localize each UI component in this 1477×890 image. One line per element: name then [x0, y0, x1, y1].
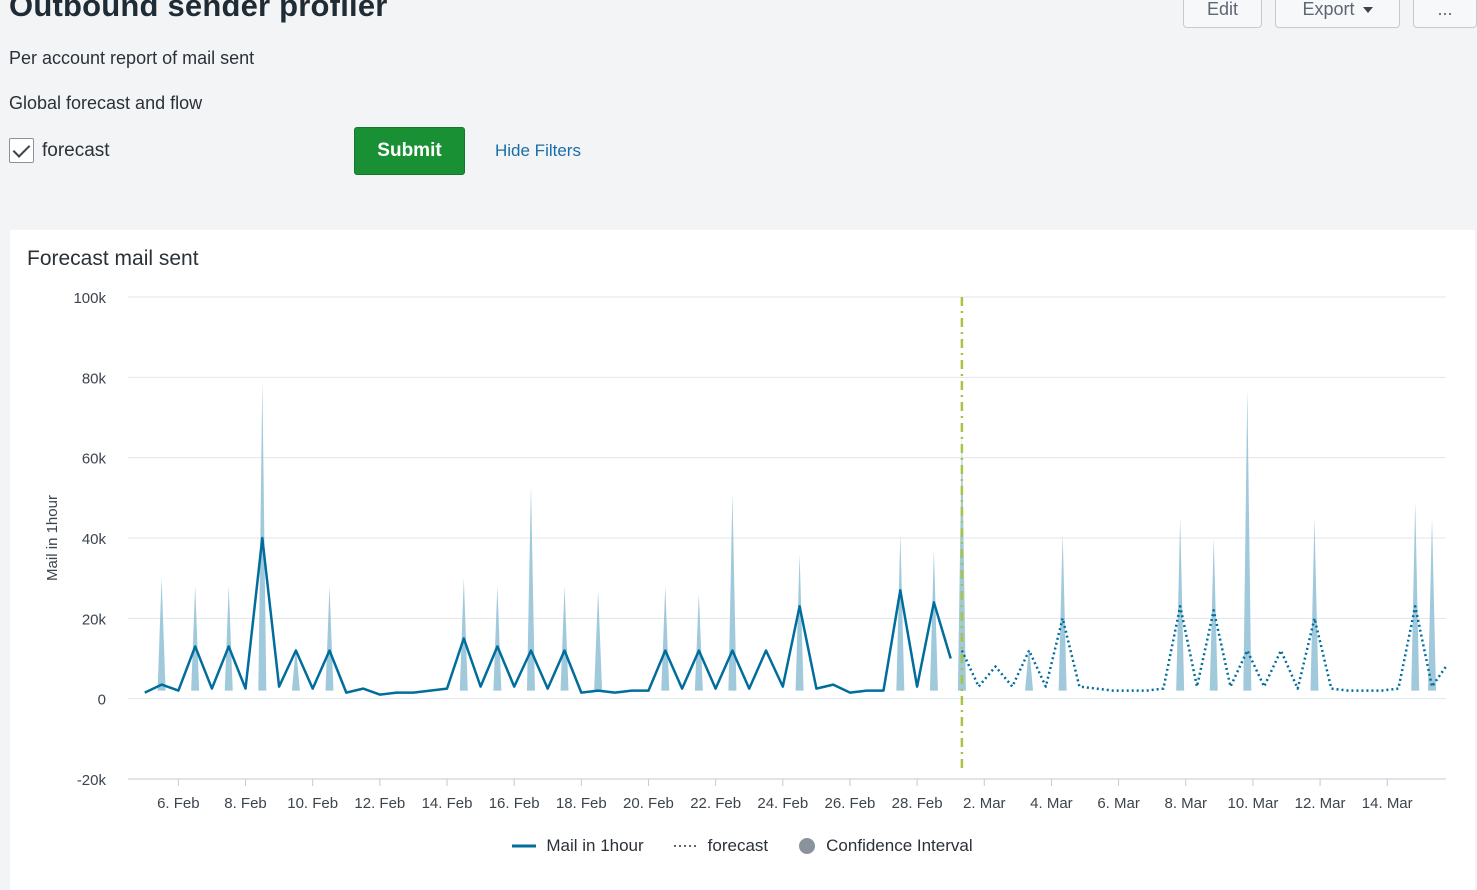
- y-tick-label: 40k: [82, 531, 107, 548]
- x-tick-label: 10. Feb: [287, 795, 338, 812]
- confidence-interval-band: [459, 578, 468, 691]
- confidence-interval-band: [1310, 517, 1319, 691]
- chart-title: Forecast mail sent: [27, 247, 199, 270]
- confidence-interval-band: [1243, 389, 1252, 691]
- y-tick-label: 80k: [82, 370, 107, 387]
- y-tick-label: 0: [98, 692, 106, 709]
- submit-button[interactable]: Submit: [354, 127, 465, 175]
- page-description: Per account report of mail sent: [9, 48, 255, 68]
- confidence-interval-band: [224, 586, 233, 691]
- x-tick-label: 14. Mar: [1362, 795, 1413, 812]
- x-tick-label: 8. Feb: [224, 795, 267, 812]
- confidence-interval-band: [661, 586, 670, 691]
- x-tick-label: 20. Feb: [623, 795, 674, 812]
- confidence-interval-band: [526, 485, 535, 691]
- y-axis-label: Mail in 1hour: [44, 495, 61, 581]
- legend-item-forecast[interactable]: forecast: [673, 836, 769, 856]
- confidence-interval-band: [560, 586, 569, 691]
- confidence-interval-band: [291, 646, 300, 691]
- x-tick-label: 4. Mar: [1030, 795, 1073, 812]
- mail-series-line: [144, 536, 952, 696]
- forecast-series-line: [960, 605, 1448, 692]
- legend-item-confidence[interactable]: Confidence Interval: [798, 836, 973, 856]
- legend-label: Mail in 1hour: [546, 836, 644, 855]
- confidence-interval-band: [1058, 533, 1067, 691]
- x-tick-label: 16. Feb: [489, 795, 540, 812]
- confidence-interval-band: [1209, 538, 1218, 691]
- confidence-interval-band: [1176, 517, 1185, 691]
- confidence-interval-band: [594, 590, 603, 691]
- edit-button[interactable]: Edit: [1183, 0, 1262, 28]
- more-actions-label: ...: [1437, 0, 1453, 19]
- export-button-label: Export: [1302, 0, 1355, 19]
- legend-label: forecast: [707, 836, 769, 855]
- legend-label: Confidence Interval: [826, 836, 973, 855]
- confidence-interval-band: [1411, 501, 1420, 691]
- confidence-interval-band: [957, 429, 966, 691]
- filter-section-label: Global forecast and flow: [9, 93, 203, 113]
- x-tick-label: 6. Mar: [1097, 795, 1140, 812]
- forecast-checkbox[interactable]: [9, 138, 34, 163]
- circle-icon: [799, 838, 816, 854]
- forecast-checkbox-label[interactable]: forecast: [42, 139, 110, 161]
- legend-item-mail[interactable]: Mail in 1hour: [512, 836, 644, 856]
- x-tick-label: 2. Mar: [963, 795, 1006, 812]
- confidence-interval-band: [929, 550, 938, 691]
- confidence-interval-band: [325, 586, 334, 691]
- chart-legend: Mail in 1hour forecast Confidence Interv…: [10, 836, 1475, 856]
- x-tick-label: 24. Feb: [757, 795, 808, 812]
- caret-down-icon: [1362, 7, 1373, 13]
- y-tick-label: 60k: [82, 451, 107, 468]
- confidence-interval-band: [191, 586, 200, 691]
- solid-line-icon: [512, 844, 537, 848]
- x-tick-label: 28. Feb: [892, 795, 943, 812]
- x-tick-label: 12. Mar: [1295, 795, 1346, 812]
- page-title: Outbound sender profiler: [9, 0, 388, 23]
- export-button[interactable]: Export: [1275, 0, 1400, 28]
- dotted-line-icon: [673, 845, 698, 847]
- y-tick-label: -20k: [77, 772, 107, 789]
- confidence-interval-band: [157, 578, 166, 691]
- more-actions-button[interactable]: ...: [1413, 0, 1477, 28]
- edit-button-label: Edit: [1206, 0, 1239, 19]
- forecast-checkbox-field[interactable]: forecast: [9, 138, 110, 163]
- confidence-interval-band: [795, 554, 804, 691]
- x-tick-label: 12. Feb: [354, 795, 405, 812]
- confidence-interval-band: [728, 493, 737, 691]
- confidence-interval-band: [896, 533, 905, 691]
- forecast-chart[interactable]: 100k 80k 60k 40k 20k 0 -20k 6. Feb 8. Feb 10. Feb…: [10, 230, 1475, 830]
- confidence-interval-band: [1025, 646, 1034, 691]
- confidence-interval-band: [493, 586, 502, 691]
- x-tick-label: 6. Feb: [157, 795, 200, 812]
- x-tick-label: 26. Feb: [825, 795, 876, 812]
- x-tick-label: 18. Feb: [556, 795, 607, 812]
- confidence-interval-band: [258, 381, 267, 691]
- confidence-interval-band: [694, 594, 703, 691]
- confidence-interval-band: [1428, 517, 1437, 691]
- x-tick-label: 8. Mar: [1165, 795, 1208, 812]
- y-tick-label: 100k: [73, 290, 106, 307]
- x-tick-label: 14. Feb: [422, 795, 473, 812]
- x-tick-label: 22. Feb: [690, 795, 741, 812]
- chart-panel: Forecast mail sent 100k 80k 60k 40k 20k 0 -20k…: [10, 230, 1475, 890]
- hide-filters-link[interactable]: Hide Filters: [495, 141, 581, 160]
- y-tick-label: 20k: [82, 611, 107, 628]
- x-tick-label: 10. Mar: [1227, 795, 1278, 812]
